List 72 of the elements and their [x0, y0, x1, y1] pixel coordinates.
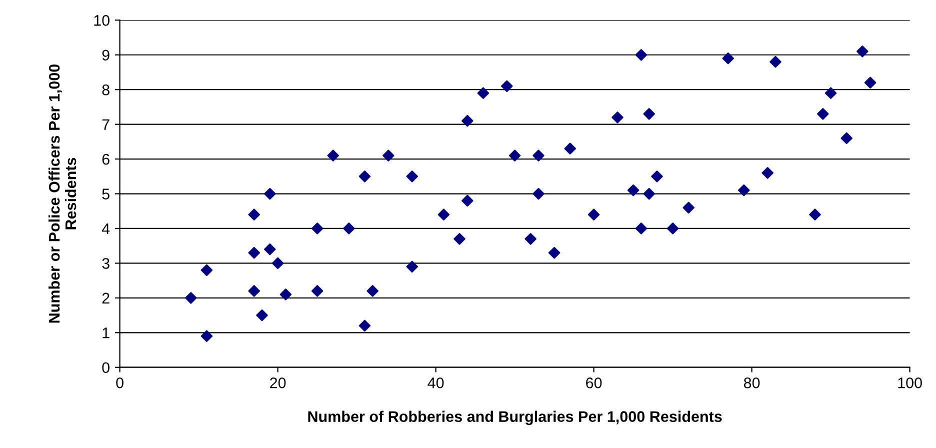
y-tick-label: 5 [102, 188, 110, 200]
x-tick-label: 60 [586, 377, 602, 388]
point [462, 194, 474, 207]
point [856, 46, 868, 58]
point [358, 320, 371, 332]
point [809, 208, 821, 220]
y-tick-label: 10 [94, 15, 110, 26]
point [682, 202, 694, 214]
point [864, 76, 876, 89]
point [564, 142, 576, 155]
point [643, 188, 655, 200]
point [738, 184, 750, 196]
point [532, 150, 544, 162]
point [343, 222, 355, 234]
point [651, 170, 663, 182]
y-tick-label: 7 [102, 119, 110, 130]
point [248, 208, 260, 220]
point [508, 150, 521, 162]
point [770, 56, 782, 68]
point [635, 48, 648, 61]
x-axis-title: Number of Robberies and Burglaries Per 1,000 Residents [308, 410, 722, 426]
point [248, 246, 260, 259]
y-tick-label: 9 [102, 50, 110, 61]
point [666, 222, 679, 234]
x-tick-label: 0 [116, 377, 124, 388]
point [438, 208, 450, 220]
point [840, 132, 852, 144]
point [627, 184, 640, 196]
point [588, 208, 600, 220]
point [635, 222, 648, 234]
y-tick-label: 3 [102, 258, 110, 269]
point [366, 285, 378, 297]
point [501, 80, 513, 92]
point [311, 285, 324, 297]
point [406, 260, 418, 273]
point [524, 233, 536, 245]
point [532, 188, 544, 200]
point [327, 150, 339, 162]
point [264, 188, 276, 200]
point [264, 243, 276, 256]
point [200, 330, 213, 342]
y-tick-label: 4 [102, 224, 110, 234]
point [817, 108, 829, 120]
point [185, 292, 197, 304]
point [200, 264, 213, 276]
point [762, 167, 774, 179]
point [406, 170, 418, 182]
y-tick-label: 0 [102, 362, 110, 374]
x-tick-label: 40 [428, 377, 444, 388]
point [643, 108, 655, 120]
point [824, 87, 837, 99]
x-tick-label: 20 [270, 377, 286, 388]
point [454, 233, 466, 245]
y-axis-title: Number or Police Officers Per 1,000 Residents [48, 64, 76, 323]
point [280, 288, 292, 300]
point [722, 52, 734, 64]
y-tick-label: 2 [102, 292, 110, 304]
x-tick-label: 100 [898, 377, 922, 388]
point [248, 285, 260, 297]
point [382, 150, 394, 162]
point [311, 222, 324, 234]
point [477, 87, 490, 99]
point [358, 170, 371, 182]
y-tick-label: 8 [102, 84, 110, 96]
point [612, 111, 624, 124]
point [256, 309, 268, 322]
y-tick-label: 1 [102, 328, 110, 338]
point [548, 246, 560, 259]
y-tick-label: 6 [102, 154, 110, 165]
point [272, 257, 284, 270]
point [462, 114, 474, 127]
x-tick-label: 80 [744, 377, 760, 388]
